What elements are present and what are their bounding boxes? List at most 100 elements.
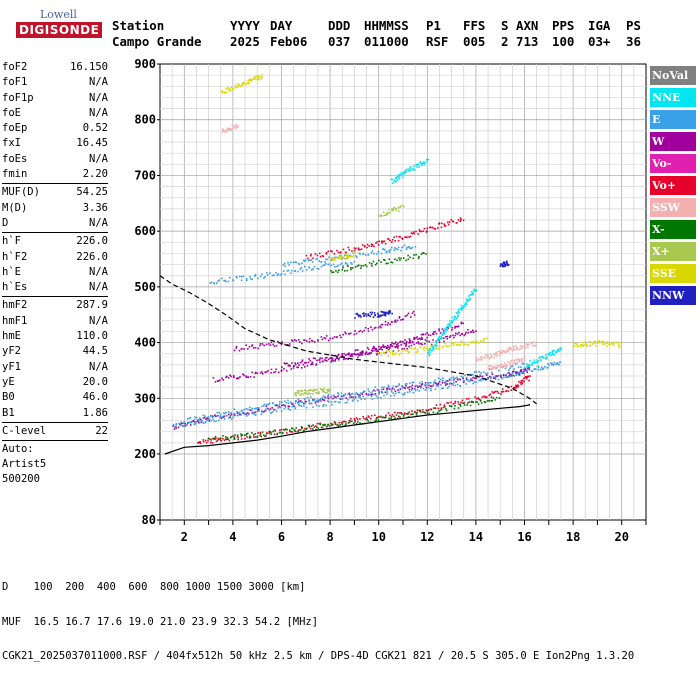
echo-point-w xyxy=(449,336,451,338)
echo-point-x xyxy=(368,262,371,264)
echo-point-ssw xyxy=(527,346,529,349)
echo-point-nne xyxy=(560,347,562,349)
echo-point-vo xyxy=(368,416,370,418)
param-row: h`F 226.0 xyxy=(2,234,108,249)
echo-point-sse xyxy=(469,341,471,344)
echo-point-sse xyxy=(407,350,409,353)
echo-point-vo xyxy=(318,252,321,255)
echo-point-e xyxy=(430,389,432,392)
param-label: yE xyxy=(2,375,15,388)
echo-point-e xyxy=(277,407,279,409)
echo-point-w xyxy=(233,414,236,416)
echo-point-w xyxy=(384,345,386,348)
echo-point-w xyxy=(445,336,447,338)
echo-point-w xyxy=(378,348,380,351)
echo-point-x xyxy=(317,391,320,393)
echo-point-e xyxy=(240,275,243,278)
echo-point-x xyxy=(354,266,357,268)
echo-point-x xyxy=(360,265,363,267)
echo-point-w xyxy=(421,343,423,346)
echo-point-e xyxy=(339,401,341,403)
echo-point-w xyxy=(265,343,268,346)
echo-point-e xyxy=(179,424,182,426)
echo-point-e xyxy=(279,401,281,403)
echo-point-vo xyxy=(434,227,437,230)
echo-point-w xyxy=(368,352,370,355)
echo-point-x xyxy=(399,205,402,207)
echo-point-e xyxy=(336,265,338,268)
echo-point-w xyxy=(281,404,283,407)
echo-point-nnw xyxy=(506,263,509,265)
echo-point-sse xyxy=(584,340,587,343)
echo-point-w xyxy=(301,367,303,369)
echo-point-e xyxy=(308,399,310,401)
echo-point-nne xyxy=(534,361,536,364)
echo-point-vo xyxy=(354,419,356,421)
echo-point-e xyxy=(383,386,385,389)
echo-point-vo xyxy=(526,375,528,378)
echo-point-e xyxy=(361,392,364,394)
echo-point-e xyxy=(268,409,271,412)
echo-point-vo xyxy=(351,250,353,252)
echo-point-e xyxy=(356,256,358,258)
legend-item: W xyxy=(650,132,696,151)
echo-point-w xyxy=(516,371,518,374)
echo-point-ssw xyxy=(499,352,501,355)
echo-point-sse xyxy=(411,347,413,350)
echo-point-e xyxy=(454,377,456,380)
echo-point-e xyxy=(253,407,256,410)
echo-point-e xyxy=(290,261,292,264)
echo-point-e xyxy=(234,414,237,417)
echo-point-nne xyxy=(454,316,457,319)
echo-point-vo xyxy=(403,413,405,416)
echo-point-e xyxy=(419,387,422,389)
echo-point-e xyxy=(233,412,236,415)
echo-point-e xyxy=(289,409,291,411)
echo-point-ssw xyxy=(483,356,485,358)
echo-point-nne xyxy=(461,309,463,311)
echo-point-nne xyxy=(558,350,561,352)
echo-point-sse xyxy=(347,255,349,258)
echo-point-w xyxy=(254,346,257,349)
echo-point-w xyxy=(398,315,401,318)
echo-point-w xyxy=(420,386,422,388)
echo-point-nne xyxy=(403,172,406,175)
echo-point-vo xyxy=(310,253,312,256)
echo-point-w xyxy=(422,333,424,335)
echo-point-sse xyxy=(334,257,336,260)
echo-point-ssw xyxy=(477,358,480,361)
echo-point-x xyxy=(304,391,307,393)
echo-point-ssw xyxy=(531,342,533,345)
echo-point-e xyxy=(519,371,522,374)
echo-point-x xyxy=(423,252,425,254)
echo-point-w xyxy=(333,396,336,398)
echo-point-vo xyxy=(259,431,261,434)
echo-point-e xyxy=(303,405,305,407)
echo-point-w xyxy=(316,359,318,362)
echo-point-w xyxy=(412,310,415,313)
echo-point-x xyxy=(375,419,378,422)
echo-point-w xyxy=(223,415,225,417)
echo-point-sse xyxy=(343,256,345,259)
echo-point-e xyxy=(509,367,511,370)
echo-point-x xyxy=(394,417,396,419)
echo-point-w xyxy=(343,358,345,360)
echo-point-e xyxy=(368,394,371,396)
echo-point-e xyxy=(219,417,221,419)
echo-point-e xyxy=(440,378,442,381)
echo-point-e xyxy=(326,258,329,261)
echo-point-sse xyxy=(476,341,479,344)
echo-point-w xyxy=(275,368,277,371)
echo-point-e xyxy=(559,361,561,364)
echo-point-e xyxy=(274,409,276,411)
header-row1-cell: YYYY xyxy=(230,18,260,33)
echo-point-vo xyxy=(416,409,419,411)
echo-point-x xyxy=(331,271,333,274)
echo-point-x xyxy=(436,411,439,414)
echo-point-w xyxy=(421,338,424,340)
echo-point-ssw xyxy=(499,366,502,369)
echo-point-e xyxy=(510,373,513,375)
echo-point-sse xyxy=(246,82,248,84)
echo-point-e xyxy=(374,390,377,393)
echo-point-sse xyxy=(471,341,473,344)
